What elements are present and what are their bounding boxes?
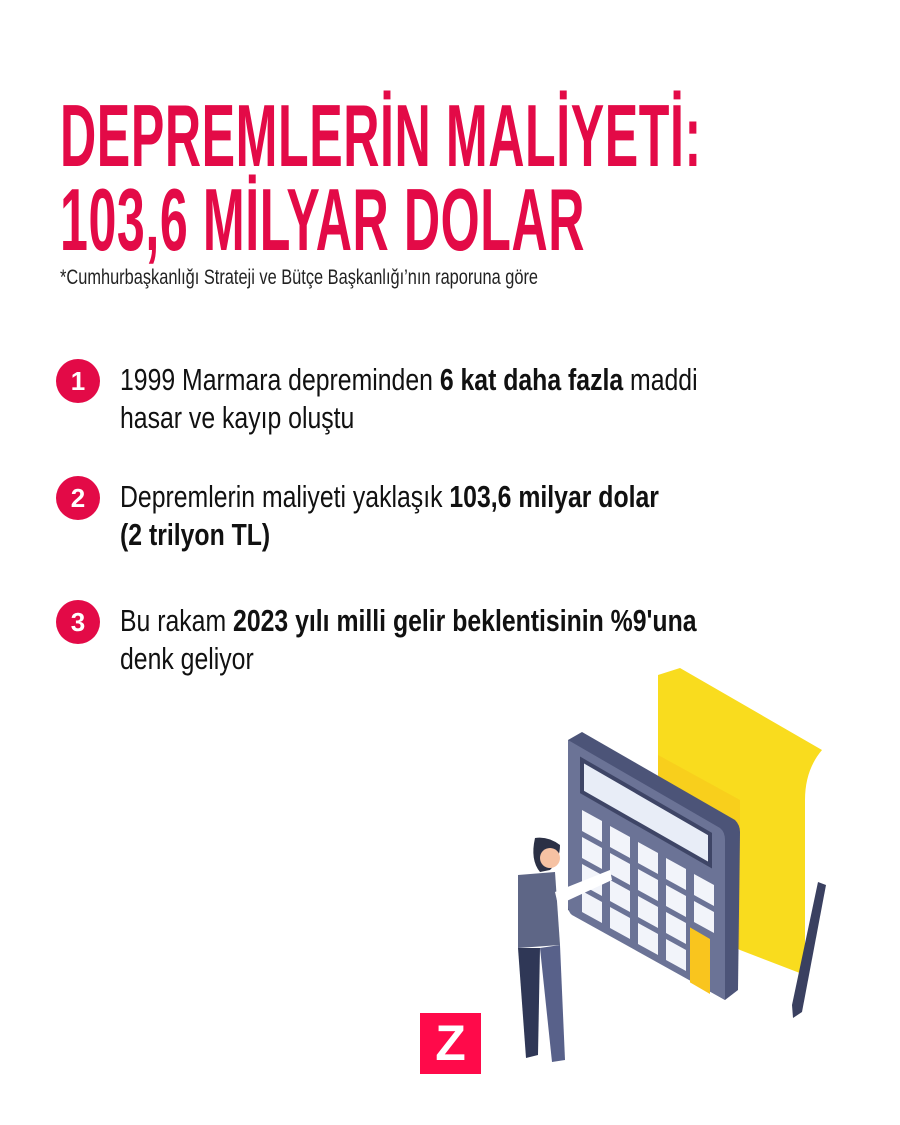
number-badge: 3 xyxy=(56,600,100,644)
item-text: 1999 Marmara depreminden 6 kat daha fazl… xyxy=(120,361,698,437)
calculator-key xyxy=(638,869,658,901)
calculator-key xyxy=(666,858,686,890)
calculator-illustration xyxy=(500,668,826,1062)
calculator-key xyxy=(666,939,686,971)
item-text: Depremlerin maliyeti yaklaşık 103,6 mily… xyxy=(120,478,659,554)
calculator-key xyxy=(666,912,686,944)
item-text-regular: denk geliyor xyxy=(120,641,254,676)
item-text-regular: Depremlerin maliyeti yaklaşık xyxy=(120,479,450,514)
calculator-key xyxy=(638,842,658,874)
item-text-bold: (2 trilyon TL) xyxy=(120,517,271,552)
item-text-bold: 6 kat daha fazla xyxy=(439,362,624,397)
calculator-keys xyxy=(582,810,714,971)
item-text-bold: 2023 yılı milli gelir beklentisinin %9'u… xyxy=(233,603,697,638)
calculator-key xyxy=(610,907,630,939)
item-text-regular: Bu rakam xyxy=(120,603,234,638)
calculator-key xyxy=(638,923,658,955)
pen-icon xyxy=(792,882,826,1018)
item-text-regular: maddi xyxy=(623,362,698,397)
calculator-key xyxy=(694,901,714,933)
item-text-regular: 1999 Marmara depreminden xyxy=(120,362,440,397)
calculator-key xyxy=(666,885,686,917)
calculator-key xyxy=(582,810,602,842)
calculator-key xyxy=(638,896,658,928)
calculator-key xyxy=(610,853,630,885)
equals-key xyxy=(690,927,710,994)
logo: Z xyxy=(420,1013,481,1074)
number-badge: 1 xyxy=(56,359,100,403)
headline-line-2: 103,6 MİLYAR DOLAR xyxy=(60,170,586,269)
calculator-key xyxy=(610,880,630,912)
item-text-regular: hasar ve kayıp oluştu xyxy=(120,400,355,435)
calculator-key xyxy=(694,874,714,906)
item-text-bold: 103,6 milyar dolar xyxy=(449,479,659,514)
headline-line-1: DEPREMLERİN MALİYETİ: xyxy=(60,86,702,185)
item-text: Bu rakam 2023 yılı milli gelir beklentis… xyxy=(120,602,697,678)
calculator-key xyxy=(582,891,602,923)
calculator-key xyxy=(610,826,630,858)
number-badge: 2 xyxy=(56,476,100,520)
man-figure-icon xyxy=(500,837,612,1062)
calculator-key xyxy=(582,837,602,869)
source-note: *Cumhurbaşkanlığı Strateji ve Bütçe Başk… xyxy=(60,266,539,289)
